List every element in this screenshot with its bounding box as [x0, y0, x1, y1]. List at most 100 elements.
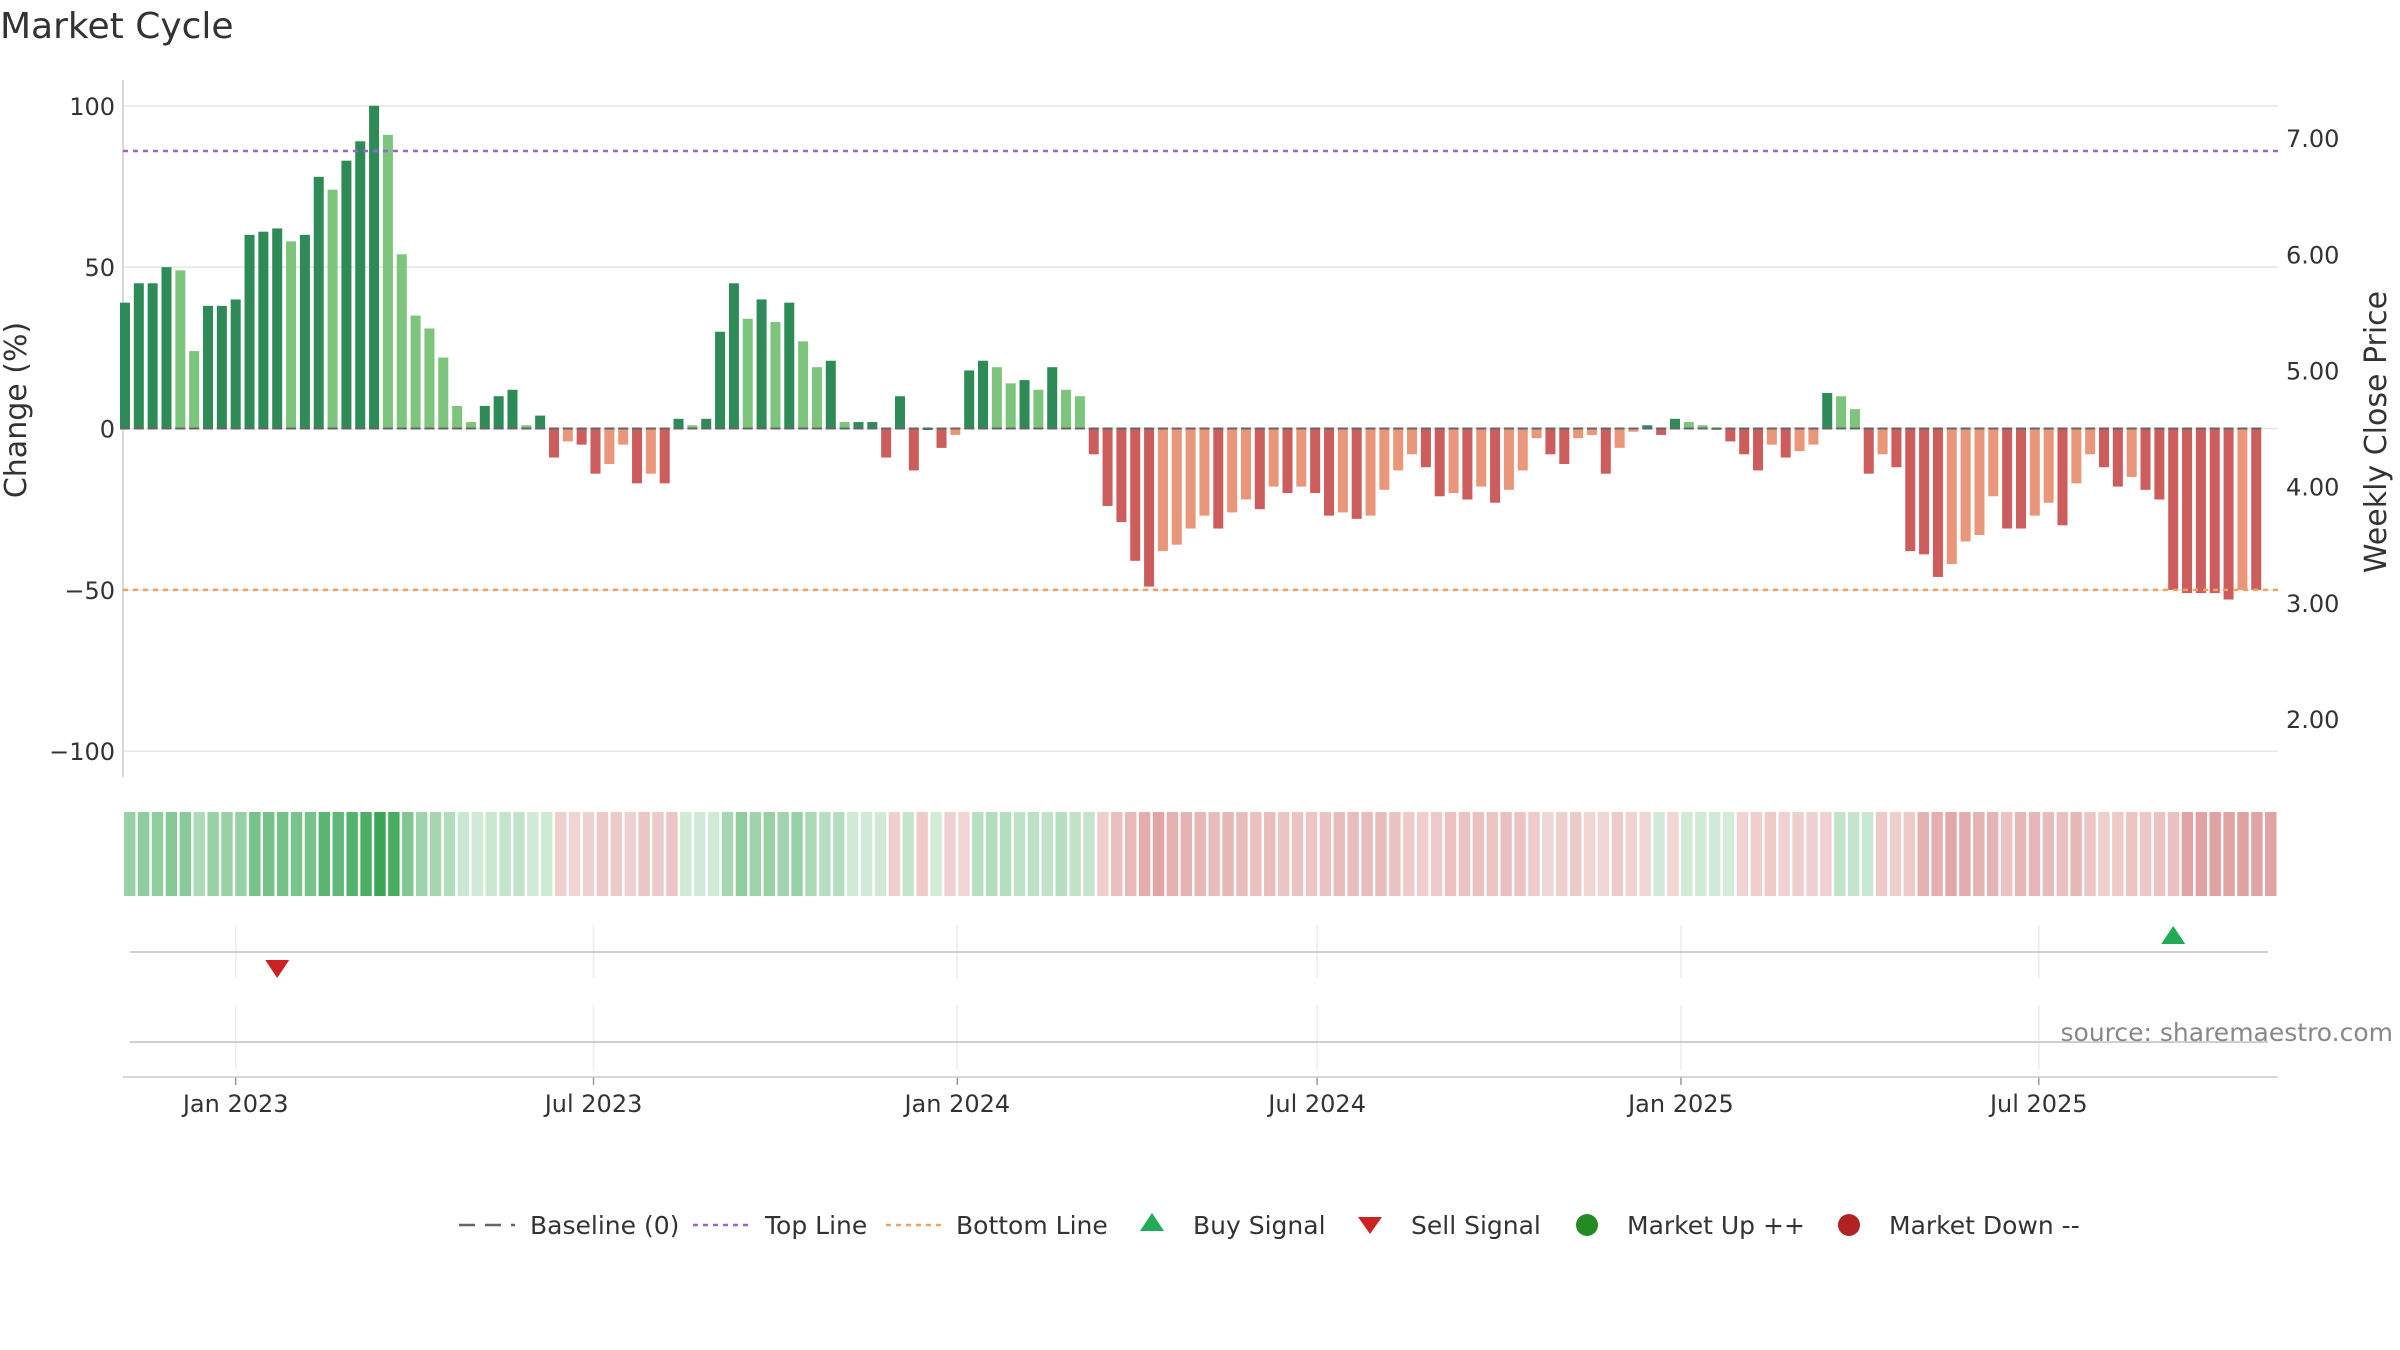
- heat-cell: [707, 812, 720, 896]
- bar: [1393, 428, 1404, 471]
- heat-cell: [290, 812, 303, 896]
- bar: [1808, 428, 1819, 445]
- heat-cell: [819, 812, 831, 896]
- bar: [784, 302, 795, 429]
- bar: [1932, 428, 1943, 577]
- bar: [1033, 389, 1044, 429]
- bar: [1420, 428, 1431, 468]
- bar: [1102, 428, 1113, 506]
- bar: [576, 428, 587, 445]
- heat-cell: [2056, 812, 2068, 896]
- bar: [465, 422, 476, 429]
- heat-cell: [916, 812, 928, 896]
- heat-cell: [1639, 812, 1651, 896]
- heat-cell: [2112, 812, 2124, 896]
- bar: [562, 428, 573, 442]
- bar: [1351, 428, 1362, 519]
- heat-cell: [249, 812, 261, 896]
- heat-cell: [207, 812, 219, 896]
- bar: [2140, 428, 2151, 490]
- heat-cell: [1973, 812, 1985, 896]
- bar: [1490, 428, 1501, 503]
- bar: [1753, 428, 1764, 471]
- heat-cell: [1444, 812, 1457, 896]
- heat-cell: [2195, 812, 2207, 896]
- legend-label: Top Line: [764, 1211, 867, 1240]
- bar: [1905, 428, 1916, 552]
- bar: [327, 189, 338, 429]
- heat-cell: [1611, 812, 1624, 896]
- heat-cell: [833, 812, 845, 896]
- left-tick-label: 100: [69, 93, 115, 121]
- heat-cell: [1041, 812, 1054, 896]
- heat-cell: [513, 812, 525, 896]
- bar: [189, 351, 200, 429]
- bar: [1614, 428, 1625, 448]
- bar: [811, 367, 822, 429]
- heat-cell: [1987, 812, 1999, 896]
- left-axis-ticks: 100 50 0 −50 −100: [49, 93, 115, 766]
- heat-cell: [874, 812, 887, 896]
- bar: [1365, 428, 1376, 516]
- bar: [1988, 428, 1999, 497]
- heat-cell: [1222, 812, 1234, 896]
- bar: [341, 160, 352, 429]
- bar: [1836, 396, 1847, 429]
- bar: [756, 299, 767, 429]
- bar: [1144, 428, 1155, 587]
- bar: [1157, 428, 1168, 552]
- heat-cell: [2167, 812, 2180, 896]
- bar: [1600, 428, 1611, 474]
- bar: [1254, 428, 1265, 510]
- heat-cell: [2028, 812, 2041, 896]
- source-credit: source: sharemaestro.com: [2061, 1018, 2394, 1047]
- bar: [452, 405, 463, 429]
- bar: [632, 428, 643, 484]
- heat-cell: [1514, 812, 1526, 896]
- heat-cell: [582, 812, 595, 896]
- heat-cell: [1848, 812, 1860, 896]
- bar: [2112, 428, 2123, 487]
- bar: [1683, 422, 1694, 429]
- heat-cell: [902, 812, 914, 896]
- bar: [590, 428, 601, 474]
- bar: [991, 367, 1002, 429]
- bar: [2002, 428, 2013, 529]
- bar: [1310, 428, 1321, 494]
- bar: [369, 105, 380, 429]
- bar: [203, 305, 214, 429]
- heat-cell: [1319, 812, 1332, 896]
- bar: [479, 405, 490, 429]
- bar: [1379, 428, 1390, 490]
- bar: [2099, 428, 2110, 468]
- bar: [894, 396, 905, 429]
- heat-cell: [2042, 812, 2055, 896]
- heat-cell: [1764, 812, 1776, 896]
- heat-cell: [2098, 812, 2110, 896]
- heat-cell: [1097, 812, 1109, 896]
- heat-cell: [1430, 812, 1443, 896]
- heat-cell: [1778, 812, 1790, 896]
- heat-cell: [1277, 812, 1290, 896]
- legend-market-up-icon: [1576, 1214, 1598, 1236]
- heat-cell: [1653, 812, 1665, 896]
- heat-cell: [2265, 812, 2277, 896]
- heat-cell: [151, 812, 164, 896]
- bar: [687, 425, 698, 429]
- bar: [1434, 428, 1445, 497]
- heat-cell: [1375, 812, 1387, 896]
- heat-cell: [443, 812, 456, 896]
- heat-cell: [1556, 812, 1568, 896]
- heat-cell: [2181, 812, 2194, 896]
- heat-cell: [999, 812, 1012, 896]
- bar: [1324, 428, 1335, 516]
- heat-cell: [680, 812, 692, 896]
- heat-cell: [1681, 812, 1693, 896]
- bar: [133, 283, 144, 429]
- right-tick-label: 5.00: [2286, 357, 2339, 385]
- heat-cell: [1597, 812, 1610, 896]
- bar: [2237, 428, 2248, 590]
- bar: [216, 305, 227, 429]
- heat-cell: [888, 812, 901, 896]
- bar: [2209, 428, 2220, 594]
